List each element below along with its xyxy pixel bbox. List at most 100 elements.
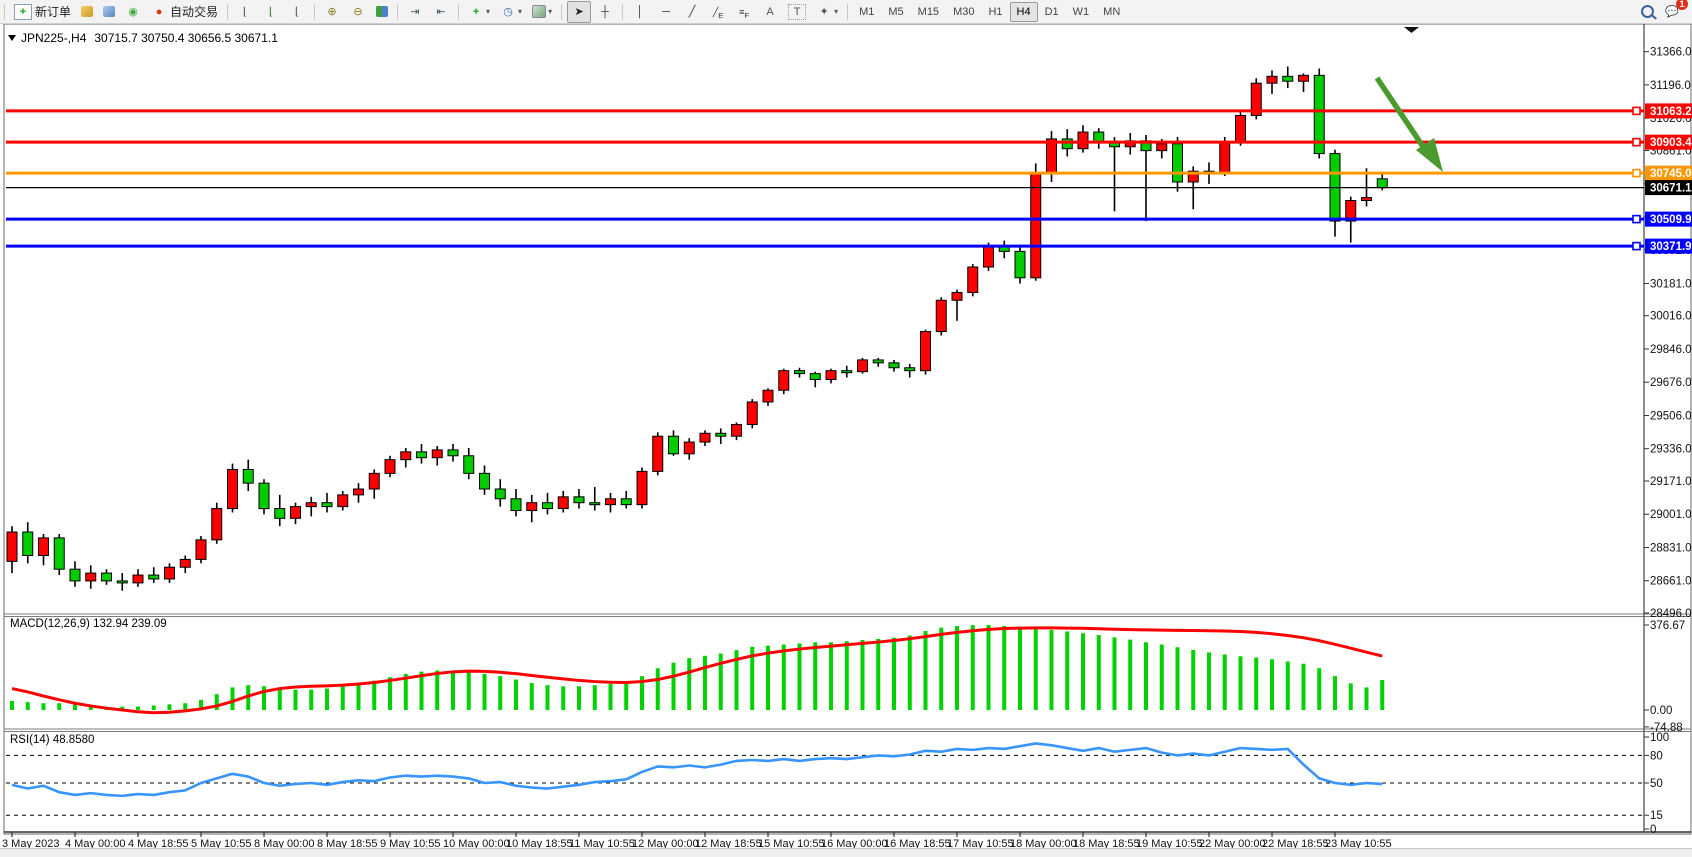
candle-body <box>195 539 207 560</box>
cursor-tool-button[interactable]: ➤ <box>567 0 592 23</box>
crosshair-tool-button[interactable]: ┼ <box>593 1 617 23</box>
timeframe-button-mn[interactable]: MN <box>1103 5 1121 18</box>
text-tool-button[interactable]: A <box>758 1 782 23</box>
fibonacci-icon: ≡F <box>739 6 749 20</box>
price-chart[interactable]: 31366.031196.031026.030861.030691.030521… <box>0 24 1692 848</box>
macd-histogram-bar <box>1002 626 1007 710</box>
horizontal-line-tool-button[interactable]: ─ <box>654 1 678 23</box>
timeframe-button-h1[interactable]: H1 <box>988 5 1003 18</box>
price-tick-label: 28831.0 <box>1650 542 1692 554</box>
line-chart-button[interactable]: ⌊ <box>285 1 309 23</box>
fibonacci-tool-button[interactable]: ≡F <box>732 1 756 23</box>
charts-button[interactable] <box>77 1 97 23</box>
candle-body <box>337 494 349 508</box>
chart-shift-button[interactable]: ⇤ <box>429 1 453 23</box>
time-tick-label: 10 May 18:55 <box>506 838 573 848</box>
candle-body <box>1361 197 1372 202</box>
vertical-line-tool-button[interactable]: │ <box>628 1 652 23</box>
level-line-handle[interactable] <box>1632 168 1641 178</box>
time-tick-label: 8 May 18:55 <box>317 838 378 848</box>
level-30903.4-label: 30903.4 <box>1650 137 1692 149</box>
level-line-handle[interactable] <box>1632 137 1641 147</box>
templates-button[interactable]: ▾ <box>528 1 556 23</box>
candle-body <box>605 498 616 506</box>
candle-body <box>825 370 837 380</box>
candle-body <box>384 459 396 474</box>
candle-body <box>1156 143 1168 152</box>
time-tick-label: 12 May 18:55 <box>695 838 762 848</box>
price-tick-label: 29846.0 <box>1650 344 1692 356</box>
price-tick-label: 31366.0 <box>1650 47 1692 59</box>
macd-tick-label: -74.88 <box>1650 722 1683 734</box>
text-label-tool-button[interactable]: T <box>784 1 810 23</box>
candle-body <box>1172 143 1183 183</box>
timeframe-button-w1[interactable]: W1 <box>1072 5 1090 18</box>
macd-histogram-bar <box>577 686 581 710</box>
macd-histogram-bar <box>1159 644 1164 710</box>
candle-body <box>132 574 144 584</box>
rsi-tick-label: 80 <box>1650 750 1663 762</box>
candle-body <box>920 331 931 372</box>
macd-histogram-bar <box>1364 687 1369 710</box>
bar-chart-button[interactable]: ⌊ <box>233 1 257 23</box>
auto-scroll-button[interactable]: ⇥ <box>403 1 427 23</box>
chart-shift-marker-icon[interactable] <box>1404 27 1419 33</box>
trendline-icon: ╱ <box>688 5 696 18</box>
auto-scroll-icon: ⇥ <box>410 5 420 18</box>
market-watch-button[interactable] <box>99 1 119 23</box>
timeframe-button-m5[interactable]: M5 <box>888 5 904 18</box>
zoom-in-button[interactable]: ⊕ <box>320 1 344 23</box>
candlestick-chart-button[interactable]: ⌊ <box>259 1 283 23</box>
chart-title-bar: JPN225-,H4 30715.7 30750.4 30656.5 30671… <box>8 31 286 45</box>
toolbar-separator <box>227 3 229 20</box>
candle-body <box>1376 178 1388 189</box>
dropdown-arrow-icon: ▾ <box>548 7 553 16</box>
periods-button[interactable]: ◷ ▾ <box>496 1 526 23</box>
candle-body <box>1014 250 1026 279</box>
macd-histogram-bar <box>498 676 503 710</box>
candle-body <box>463 455 475 474</box>
level-line-handle[interactable] <box>1632 241 1641 251</box>
candlestick-series <box>6 66 1388 591</box>
tile-windows-button[interactable] <box>372 1 392 23</box>
indicators-button[interactable]: + ▾ <box>464 1 494 23</box>
level-line-handle[interactable] <box>1632 214 1641 224</box>
autotrading-button[interactable]: ● 自动交易 <box>147 1 222 23</box>
timeframe-button-m1[interactable]: M1 <box>859 5 875 18</box>
time-tick-label: 22 May 00:00 <box>1199 838 1266 848</box>
arrows-tool-button[interactable]: ✦ ▾ <box>812 1 842 23</box>
level-line-handle[interactable] <box>1632 106 1641 116</box>
candle-body <box>479 472 490 490</box>
trendline-tool-button[interactable]: ╱ <box>680 1 704 23</box>
chat-button[interactable]: 💬 1 <box>1660 0 1688 23</box>
candle-body <box>746 401 758 425</box>
candle-body <box>1077 131 1089 150</box>
timeframe-button-m15[interactable]: M15 <box>917 5 940 18</box>
level-31063.2-label: 31063.2 <box>1650 106 1692 118</box>
candle-body <box>1219 141 1231 174</box>
price-tick-label: 30181.0 <box>1650 278 1692 290</box>
candle-body <box>841 370 853 374</box>
zoom-out-button[interactable]: ⊖ <box>346 1 370 23</box>
search-button[interactable] <box>1637 1 1658 23</box>
time-tick-label: 5 May 10:55 <box>191 838 252 848</box>
time-tick-label: 17 May 10:55 <box>947 838 1014 848</box>
candle-body <box>1187 170 1199 183</box>
macd-histogram-bar <box>955 626 959 710</box>
macd-histogram-bar <box>514 679 518 710</box>
macd-histogram-bar <box>1301 663 1306 710</box>
macd-histogram-bar <box>25 702 30 710</box>
bar-chart-icon: ⌊ <box>242 5 248 18</box>
symbol-dropdown-icon[interactable] <box>8 35 16 41</box>
macd-histogram-bar <box>183 703 188 710</box>
autotrading-icon: ● <box>155 5 163 18</box>
macd-tick-label: 376.67 <box>1650 620 1685 632</box>
time-tick-label: 10 May 00:00 <box>443 838 510 848</box>
timeframe-button-d1[interactable]: D1 <box>1044 5 1059 18</box>
timeframe-button-m30[interactable]: M30 <box>953 5 975 18</box>
equidistant-channel-tool-button[interactable]: ╱E <box>706 1 730 23</box>
new-order-button[interactable]: + 新订单 <box>10 1 75 23</box>
timeframe-button-h4[interactable]: H4 <box>1009 1 1038 22</box>
annotation-arrow[interactable] <box>1374 76 1433 159</box>
signal-button[interactable]: ◉ <box>121 1 145 23</box>
